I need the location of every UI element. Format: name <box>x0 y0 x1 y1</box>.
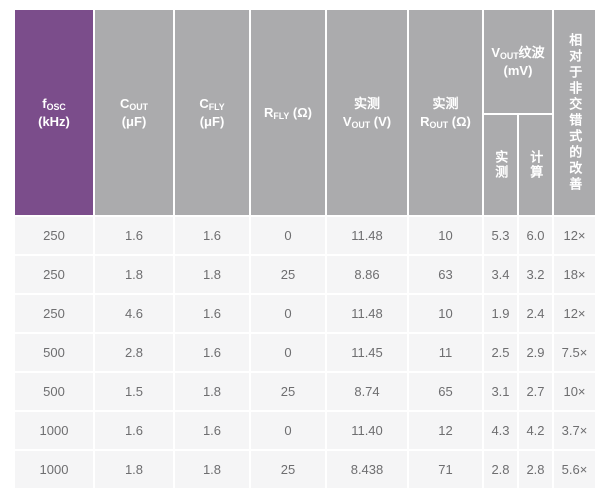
table-cell: 6.0 <box>519 217 552 254</box>
table-cell: 2.5 <box>484 334 517 371</box>
header-vout-line1: 实测 <box>353 95 380 111</box>
header-rout-measured: 实测 ROUT (Ω) <box>409 10 482 215</box>
table-cell: 1.6 <box>95 412 173 449</box>
table-cell: 63 <box>409 256 482 293</box>
table-cell: 1000 <box>15 412 93 449</box>
header-cout-line1: COUT <box>119 95 149 113</box>
table-cell: 5.6× <box>554 451 595 488</box>
table-cell: 2.7 <box>519 373 552 410</box>
table-cell: 11.40 <box>327 412 407 449</box>
table-cell: 1000 <box>15 451 93 488</box>
table-cell: 2.8 <box>484 451 517 488</box>
table-cell: 2.8 <box>95 334 173 371</box>
table-cell: 3.2 <box>519 256 552 293</box>
table-cell: 10 <box>409 217 482 254</box>
header-ripple-calculated: 计算 <box>519 115 552 215</box>
table-cell: 10 <box>409 295 482 332</box>
table-cell: 500 <box>15 373 93 410</box>
table-cell: 2.9 <box>519 334 552 371</box>
table-cell: 1.6 <box>175 334 249 371</box>
table-cell: 1.6 <box>175 295 249 332</box>
table-cell: 25 <box>251 373 325 410</box>
header-cout-line2: (μF) <box>121 113 147 129</box>
table-cell: 8.74 <box>327 373 407 410</box>
table-cell: 11.48 <box>327 217 407 254</box>
header-vout-measured: 实测 VOUT (V) <box>327 10 407 215</box>
header-rfly: RFLY (Ω) <box>251 10 325 215</box>
table-cell: 2.8 <box>519 451 552 488</box>
header-fosc: fOSC (kHz) <box>15 10 93 215</box>
table-cell: 12× <box>554 295 595 332</box>
table-cell: 0 <box>251 334 325 371</box>
table-cell: 1.8 <box>175 256 249 293</box>
header-rfly-line1: RFLY (Ω) <box>264 104 312 122</box>
table-cell: 1.9 <box>484 295 517 332</box>
table-cell: 8.438 <box>327 451 407 488</box>
table-cell: 65 <box>409 373 482 410</box>
table-cell: 18× <box>554 256 595 293</box>
table-cell: 250 <box>15 256 93 293</box>
header-ripple-label: VOUT纹波 (mV) <box>491 44 545 78</box>
table-cell: 7.5× <box>554 334 595 371</box>
table-cell: 1.6 <box>95 217 173 254</box>
table-grid: fOSC (kHz) COUT (μF) CFLY (μF) RFLY (Ω) … <box>15 10 595 488</box>
table-cell: 1.8 <box>95 256 173 293</box>
table-cell: 1.6 <box>175 412 249 449</box>
table-cell: 4.2 <box>519 412 552 449</box>
table-cell: 0 <box>251 217 325 254</box>
table-cell: 1.6 <box>175 217 249 254</box>
table-cell: 1.8 <box>95 451 173 488</box>
header-vout-line2: VOUT (V) <box>342 113 392 130</box>
table-cell: 3.1 <box>484 373 517 410</box>
table-cell: 3.7× <box>554 412 595 449</box>
data-table: fOSC (kHz) COUT (μF) CFLY (μF) RFLY (Ω) … <box>15 10 595 488</box>
table-cell: 3.4 <box>484 256 517 293</box>
table-cell: 4.3 <box>484 412 517 449</box>
header-fosc-line1: fOSC <box>42 95 66 113</box>
table-cell: 25 <box>251 256 325 293</box>
header-fosc-line2: (kHz) <box>38 113 70 129</box>
header-rout-line2: ROUT (Ω) <box>420 113 471 130</box>
header-rout-line1: 实测 <box>432 95 459 111</box>
table-cell: 0 <box>251 412 325 449</box>
table-cell: 250 <box>15 217 93 254</box>
table-cell: 4.6 <box>95 295 173 332</box>
table-cell: 8.86 <box>327 256 407 293</box>
header-vout-ripple-group: VOUT纹波 (mV) <box>484 10 552 113</box>
table-cell: 2.4 <box>519 295 552 332</box>
table-cell: 0 <box>251 295 325 332</box>
table-cell: 5.3 <box>484 217 517 254</box>
table-cell: 71 <box>409 451 482 488</box>
table-cell: 1.8 <box>175 451 249 488</box>
table-cell: 250 <box>15 295 93 332</box>
header-cout: COUT (μF) <box>95 10 173 215</box>
header-ripple-measured: 实测 <box>484 115 517 215</box>
header-cfly-line1: CFLY <box>199 95 225 113</box>
table-cell: 1.5 <box>95 373 173 410</box>
header-improvement: 相对于非交错式的改善 <box>554 10 595 215</box>
table-cell: 25 <box>251 451 325 488</box>
table-cell: 12× <box>554 217 595 254</box>
header-cfly: CFLY (μF) <box>175 10 249 215</box>
table-cell: 11 <box>409 334 482 371</box>
table-cell: 11.45 <box>327 334 407 371</box>
table-cell: 11.48 <box>327 295 407 332</box>
table-cell: 10× <box>554 373 595 410</box>
table-cell: 500 <box>15 334 93 371</box>
table-cell: 1.8 <box>175 373 249 410</box>
table-cell: 12 <box>409 412 482 449</box>
header-cfly-line2: (μF) <box>199 113 225 129</box>
